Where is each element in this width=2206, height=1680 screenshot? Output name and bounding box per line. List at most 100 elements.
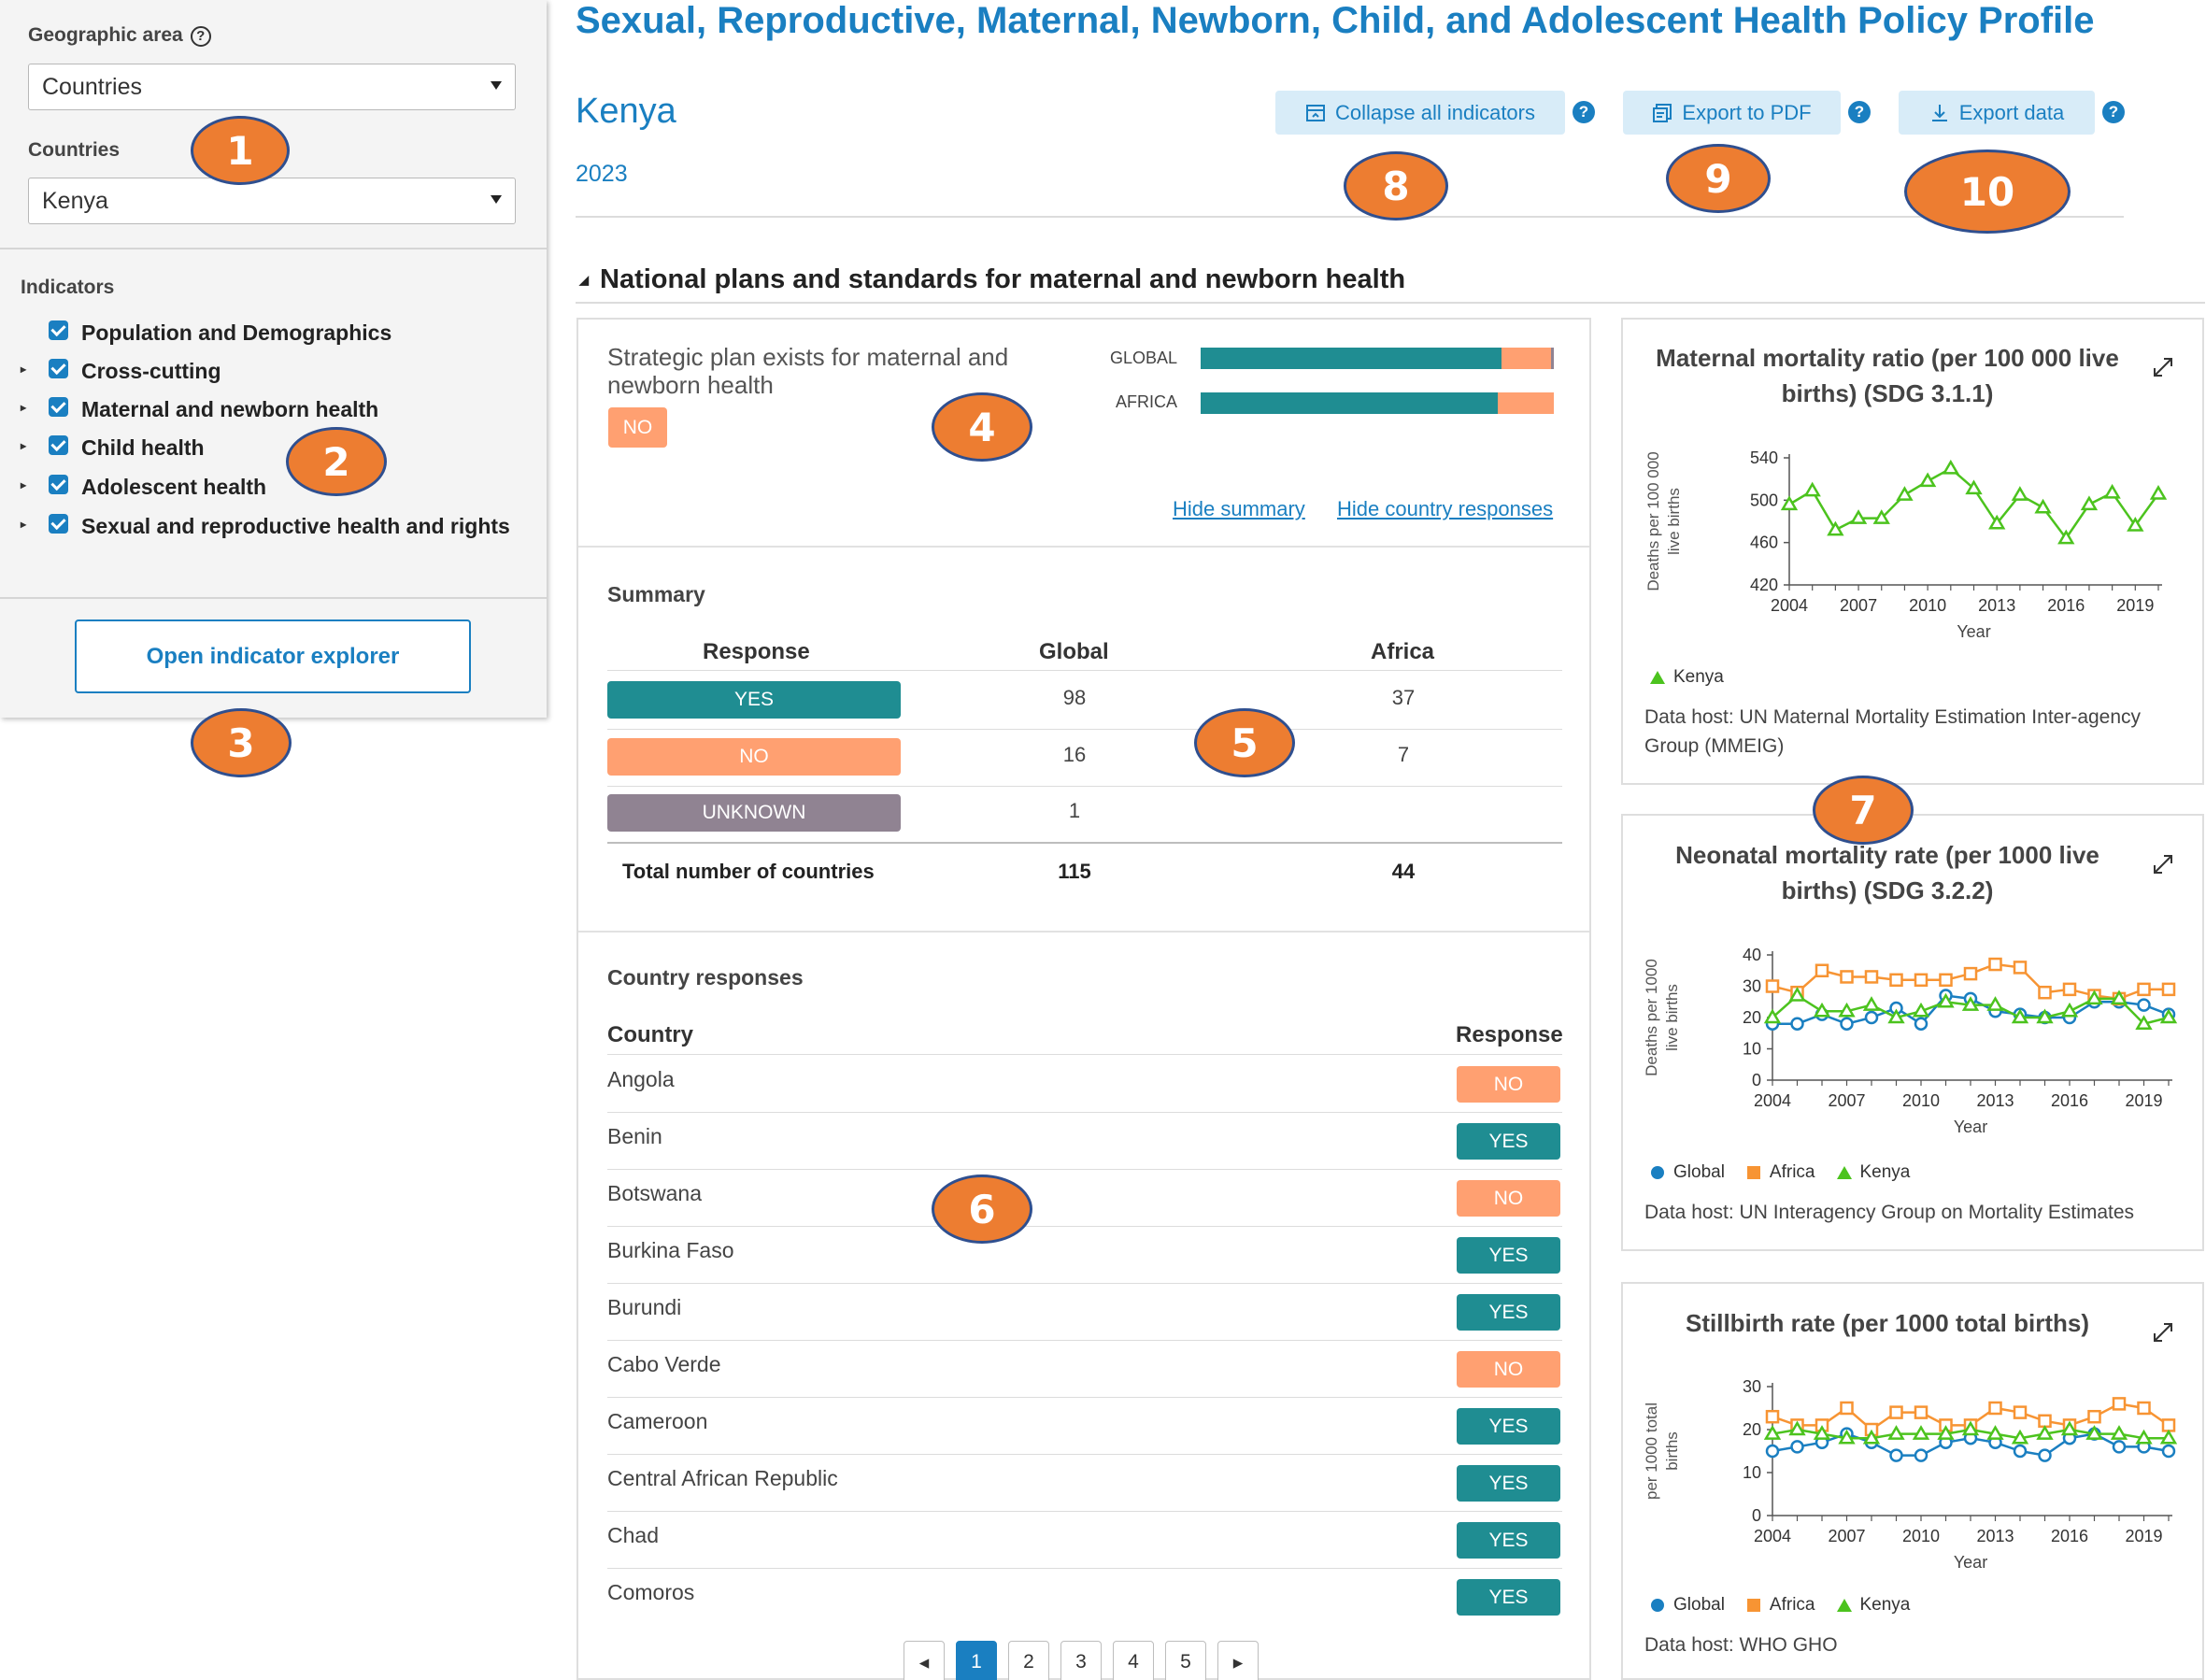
legend-item[interactable]: Kenya [1836,1595,1910,1616]
y-tick-label: 460 [1750,534,1778,552]
summary-response-badge: YES [607,681,901,719]
help-icon[interactable]: ? [1848,101,1871,123]
y-tick-label: 20 [1743,1420,1761,1439]
country-response-badge: YES [1457,1123,1560,1160]
help-icon[interactable]: ? [190,26,211,47]
expand-triangle-icon[interactable]: ▸ [21,439,27,452]
x-tick-label: 2007 [1840,596,1877,615]
hide-summary-link[interactable]: Hide summary [1173,497,1305,520]
data-point [2011,1429,2029,1445]
checkbox[interactable] [49,514,68,534]
help-icon[interactable]: ? [1573,101,1595,123]
summary-africa-count: 37 [1391,686,1416,709]
country-select[interactable]: Kenya [28,178,516,224]
expand-triangle-icon[interactable]: ▸ [21,401,27,414]
data-point [2080,495,2099,511]
x-axis-label: Year [1957,622,1990,641]
data-point [2013,1405,2028,1419]
triangle-legend-icon [1836,1599,1852,1612]
indicator-item[interactable]: ▸ Adolescent health [21,473,525,501]
hide-country-responses-link[interactable]: Hide country responses [1337,497,1554,520]
export-pdf-button[interactable]: Export to PDF [1623,91,1841,135]
divider [576,302,2205,304]
data-point [2137,1401,2151,1416]
expand-icon[interactable] [2151,1320,2175,1345]
indicator-item[interactable]: ▸ Child health [21,434,525,462]
data-point [1889,1405,1903,1419]
data-point [1937,1425,1955,1440]
maternal-mortality-chart: Deaths per 100 000 live births 420 460 500 54… [1644,448,2168,641]
data-point [1986,996,2004,1011]
indicator-item[interactable]: ▸ Cross-cutting [21,357,525,385]
geographic-area-select[interactable]: Countries [28,64,516,110]
checkbox[interactable] [49,397,68,417]
divider [578,546,1589,548]
checkbox[interactable] [49,435,68,455]
data-host-stillbirth: Data host: WHO GHO [1644,1634,1838,1656]
data-point [2036,1425,2054,1440]
page-button[interactable]: 5 [1165,1641,1206,1680]
divider [607,842,1562,844]
data-point [1840,1401,1854,1416]
indicator-item[interactable]: ▸ Sexual and reproductive health and righ… [21,512,525,540]
legend-item[interactable]: Global [1649,1595,1725,1616]
checkbox[interactable] [49,320,68,340]
data-point [1788,1420,1806,1436]
data-point [1988,514,2006,530]
series-kenya [1763,1420,2178,1445]
summary-col-response: Response [703,639,810,664]
page-button[interactable]: 3 [1060,1641,1102,1680]
legend-item[interactable]: Africa [1745,1162,1815,1183]
stillbirth-rate-chart: per 1000 total births 0 10 20 30 2004 2007 2010 2… [1643,1377,2178,1572]
bar-label-africa: AFRICA [1115,392,1177,411]
page-button[interactable]: 2 [1008,1641,1049,1680]
data-point [2085,989,2103,1005]
open-indicator-explorer-button[interactable]: Open indicator explorer [75,619,471,693]
legend-item[interactable]: Africa [1745,1595,1815,1616]
expand-triangle-icon[interactable]: ▸ [21,518,27,531]
data-point [1815,963,1829,977]
page-button[interactable]: 1 [956,1641,997,1680]
y-tick-label: 0 [1752,1506,1761,1525]
data-point [2112,1397,2127,1411]
page-button[interactable]: 4 [1113,1641,1154,1680]
country-name-cell: Chad [607,1523,659,1547]
expand-icon[interactable] [2151,355,2175,379]
country-response-badge: YES [1457,1294,1560,1331]
expand-icon[interactable] [2151,852,2175,876]
legend-item[interactable]: Kenya [1649,667,1724,688]
indicator-panel [576,318,1591,1680]
indicator-item[interactable]: Population and Demographics [21,319,525,347]
year-label: 2023 [576,161,628,187]
data-point [2110,1425,2128,1440]
previous-page-button[interactable]: ◂ [904,1641,945,1680]
checkbox[interactable] [49,359,68,378]
legend-item[interactable]: Kenya [1836,1162,1910,1183]
help-icon[interactable]: ? [2102,101,2125,123]
indicator-item[interactable]: ▸ Maternal and newborn health [21,395,525,423]
data-point [2137,998,2151,1012]
checkbox[interactable] [49,475,68,494]
chart-legend-maternal: Kenya [1649,667,1724,688]
download-icon [1931,104,1947,121]
bar-segment-yes [1201,392,1498,414]
country-name-cell: Benin [607,1124,662,1148]
data-point [1918,472,1937,488]
expand-triangle-icon[interactable]: ▸ [21,363,27,376]
country-response-badge: YES [1457,1465,1560,1502]
chart-card-maternal [1621,318,2204,785]
indicator-label: Cross-cutting [81,359,221,383]
section-title[interactable]: ◢ National plans and standards for matern… [579,264,1405,295]
data-point [2127,517,2144,532]
data-point [2057,529,2075,545]
collapse-all-button[interactable]: Collapse all indicators [1275,91,1565,135]
data-point [1912,1002,1930,1018]
next-page-button[interactable]: ▸ [1217,1641,1259,1680]
x-tick-label: 2007 [1828,1091,1865,1110]
expand-triangle-icon[interactable]: ▸ [21,478,27,491]
y-tick-label: 540 [1750,448,1778,467]
export-data-button[interactable]: Export data [1899,91,2095,135]
legend-item[interactable]: Global [1649,1162,1725,1183]
y-tick-label: 30 [1743,1377,1761,1396]
series-line [1788,466,2160,541]
